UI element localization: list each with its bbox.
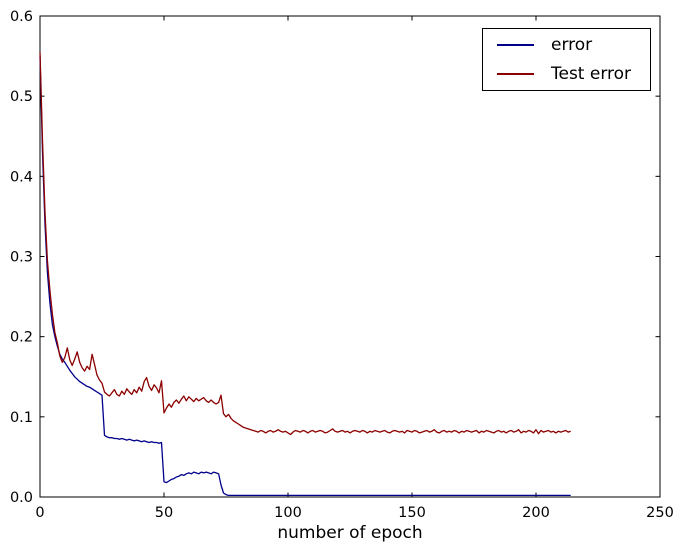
y-tick-label: 0.3 [10,250,33,266]
y-tick-label: 0.2 [10,330,33,346]
y-tick-label: 0.4 [10,169,33,185]
legend: error Test error [482,28,651,91]
legend-label-test-error: Test error [551,63,632,84]
legend-line-sample-test-error [497,73,534,75]
legend-item-test-error: Test error [483,63,650,85]
x-axis-label: number of epoch [277,523,423,543]
y-tick-label: 0.6 [10,9,33,25]
x-tick-label: 150 [398,505,426,521]
x-tick-label: 200 [522,505,550,521]
y-tick-label: 0.5 [10,89,33,105]
x-tick-label: 50 [155,505,173,521]
series-line-error [39,56,571,497]
x-tick-label: 250 [646,505,674,521]
legend-item-error: error [483,34,650,56]
legend-line-sample-error [497,44,534,46]
y-tick-label: 0.1 [10,410,33,426]
x-tick-label: 100 [274,505,302,521]
series-line-test-error [39,52,571,436]
x-tick-label: 0 [35,505,44,521]
legend-label-error: error [551,34,593,55]
y-tick-label: 0.0 [10,490,33,506]
